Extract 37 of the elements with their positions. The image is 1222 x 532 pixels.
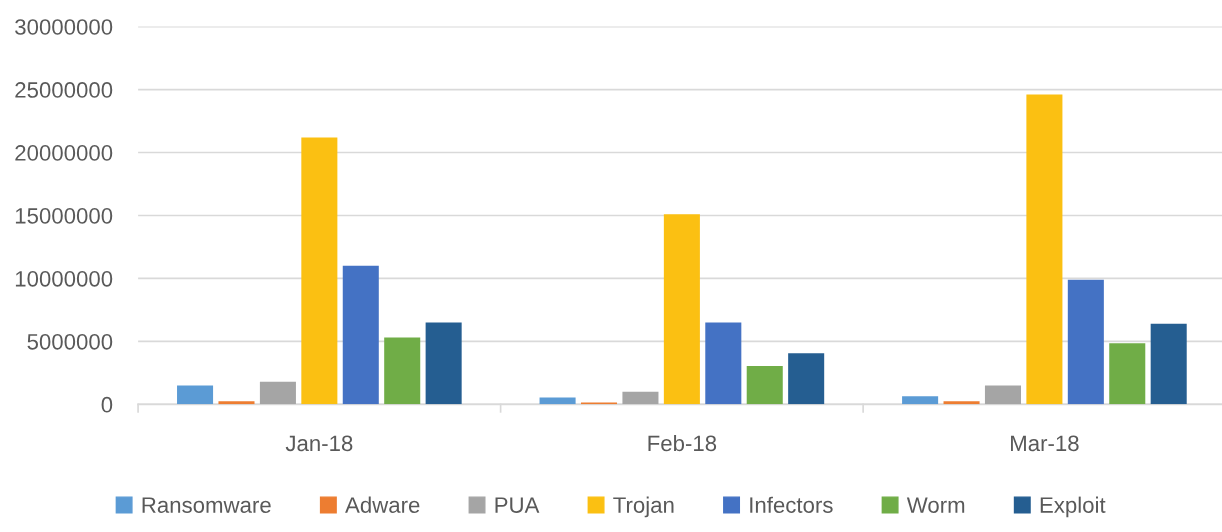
bar — [539, 397, 576, 405]
bar — [342, 265, 379, 405]
x-tick-label: Mar-18 — [1011, 435, 1079, 452]
bar — [1026, 94, 1063, 405]
bar — [301, 137, 338, 405]
bar — [622, 391, 659, 405]
legend-label: Ransomware — [142, 497, 271, 513]
bar — [788, 353, 825, 405]
legend-label: Infectors — [750, 496, 833, 513]
x-tick-label: Jan-18 — [285, 435, 353, 452]
y-tick-label: 20000000 — [15, 145, 113, 161]
y-tick-label: 30000000 — [15, 19, 113, 35]
y-tick-label: 15000000 — [15, 207, 113, 224]
y-tick-label: 5000000 — [27, 333, 113, 350]
bar — [218, 401, 255, 405]
bar — [902, 396, 939, 405]
bar — [663, 214, 700, 405]
legend-label: Exploit — [1040, 496, 1106, 518]
bar — [984, 385, 1021, 405]
bar — [705, 322, 742, 405]
bar — [1067, 279, 1104, 405]
legend-label: Trojan — [613, 496, 674, 518]
bar — [1150, 323, 1187, 405]
bar — [943, 401, 980, 405]
y-tick-label: 25000000 — [15, 82, 113, 98]
legend-label: Worm — [906, 497, 965, 513]
bar — [177, 385, 214, 405]
bar — [746, 365, 783, 405]
bar — [425, 322, 462, 405]
bar — [259, 381, 296, 405]
x-tick-label: Feb-18 — [648, 434, 717, 452]
y-tick-label: 10000000 — [15, 270, 113, 287]
legend-label: PUA — [495, 497, 540, 513]
bar — [1109, 343, 1146, 405]
y-tick-label: 0 — [101, 396, 113, 413]
bar — [384, 337, 421, 405]
legend-label: Adware — [345, 496, 420, 513]
